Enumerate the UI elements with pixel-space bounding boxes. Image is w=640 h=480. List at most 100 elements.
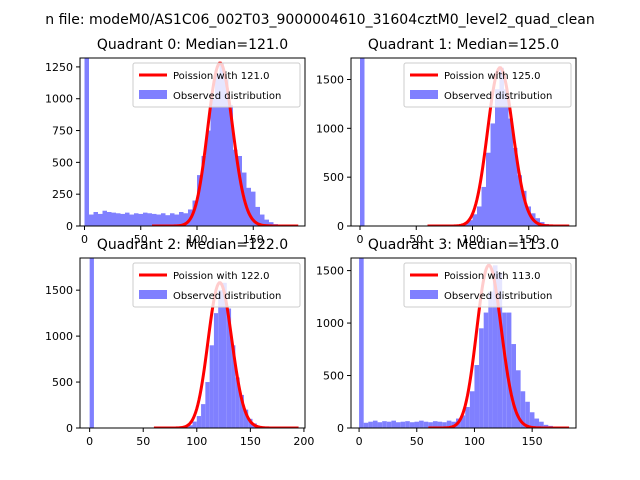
legend-bar-swatch [139,290,167,299]
histogram-bar [486,152,491,226]
histogram-bar [120,213,125,226]
histogram-bar [529,412,535,428]
histogram-bar [474,365,480,428]
legend-label-poisson: Poission with 122.0 [173,271,269,282]
histogram-bar [506,312,512,428]
histogram-bar [409,422,415,428]
histogram-bar [513,147,518,226]
histogram-bar [255,206,260,226]
histogram-bar [201,156,206,226]
y-tick-label: 750 [52,125,73,138]
x-tick-label: 50 [134,233,148,246]
histogram-bar [197,175,202,226]
histogram-bar [218,290,223,428]
y-tick-label: 0 [66,422,73,435]
legend-box [132,262,301,308]
x-tick-label: 100 [187,233,208,246]
histogram-bar [192,421,197,428]
histogram-bar [490,123,495,226]
histogram-bar [134,213,139,226]
axes-frame [350,57,577,227]
legend-label-observed: Observed distribution [173,91,281,102]
histogram-bar [525,401,530,428]
panel-title: Quadrant 1: Median=125.0 [368,37,559,53]
chart-panel-0: 0 50 100 150 0 250 500 750 1000 1250 Quadrant 0: M… [45,37,306,246]
histogram-bar [228,105,233,226]
axes-frame [350,257,577,429]
histogram-bar [147,213,152,226]
histogram-bar [269,222,274,226]
x-tick-label: 100 [462,233,483,246]
x-tick-label: 150 [240,435,261,448]
histogram-bar [98,213,103,226]
legend-box [403,262,572,308]
x-tick-label: 50 [410,435,424,448]
y-tick-label: 500 [52,156,73,169]
panel-title: Quadrant 3: Median=113.0 [368,237,559,253]
histogram-bar [539,421,544,428]
histogram-bar [235,377,240,428]
histogram-bar [243,409,249,428]
histogram-bar [481,186,486,226]
histogram-bar [206,130,211,226]
histogram-bar [192,200,197,226]
histogram-bar [183,213,188,226]
histogram-bar [386,421,392,428]
histogram-bar [219,63,224,226]
histogram-bar [213,313,219,428]
histogram-bar [432,421,438,428]
histogram-bar [239,394,244,428]
y-tick-label: 500 [52,376,73,389]
figure-title: n file: modeM0/AS1C06_002T03_9000004610_… [45,12,594,28]
histogram-bar [497,272,503,428]
histogram-bar [359,258,364,428]
histogram-bar [210,98,215,226]
histogram-bar [504,89,509,226]
y-tick-label: 1000 [316,317,344,330]
histogram-bar [468,220,473,226]
histogram-bar [93,212,98,226]
histogram-bar [233,149,238,226]
histogram-bar [165,215,170,226]
histogram-bar [419,420,424,428]
histogram-bar [363,422,369,428]
x-tick-label: 150 [518,233,539,246]
x-tick-label: 200 [293,435,314,448]
y-tick-label: 1000 [45,330,73,343]
x-tick-label: 50 [136,435,150,448]
histogram-bar [543,424,549,428]
histogram-bar [161,213,166,226]
histogram-bar [188,425,193,428]
legend-label-poisson: Poission with 113.0 [444,271,540,282]
histogram-bar [231,345,236,428]
histogram-bar [107,212,112,226]
panel-title: Quadrant 2: Median=122.0 [97,237,288,253]
histogram-bar [522,190,527,226]
histogram-bar [260,214,265,226]
y-tick-label: 1500 [45,284,73,297]
histogram-bar [437,421,443,428]
histogram-bar [179,212,184,226]
x-tick-label: 50 [409,233,423,246]
histogram-bar [102,210,107,226]
histogram-bar [224,79,229,226]
histogram-bar [89,258,94,428]
histogram-bar [143,212,148,226]
histogram-bar [237,156,242,226]
axes-frame [79,257,306,429]
histogram-bar [465,407,470,428]
histogram-bar [368,421,373,428]
x-tick-label: 0 [356,435,363,448]
histogram-bar [516,370,521,428]
histogram-bar [382,421,387,428]
legend-label-observed: Observed distribution [173,291,281,302]
histogram-bar [226,308,232,428]
y-tick-label: 250 [52,188,73,201]
histogram-bar [492,265,498,428]
x-tick-label: 150 [522,435,543,448]
legend-label-observed: Observed distribution [444,91,552,102]
histogram-bar [502,312,507,428]
y-tick-label: 0 [66,220,73,233]
